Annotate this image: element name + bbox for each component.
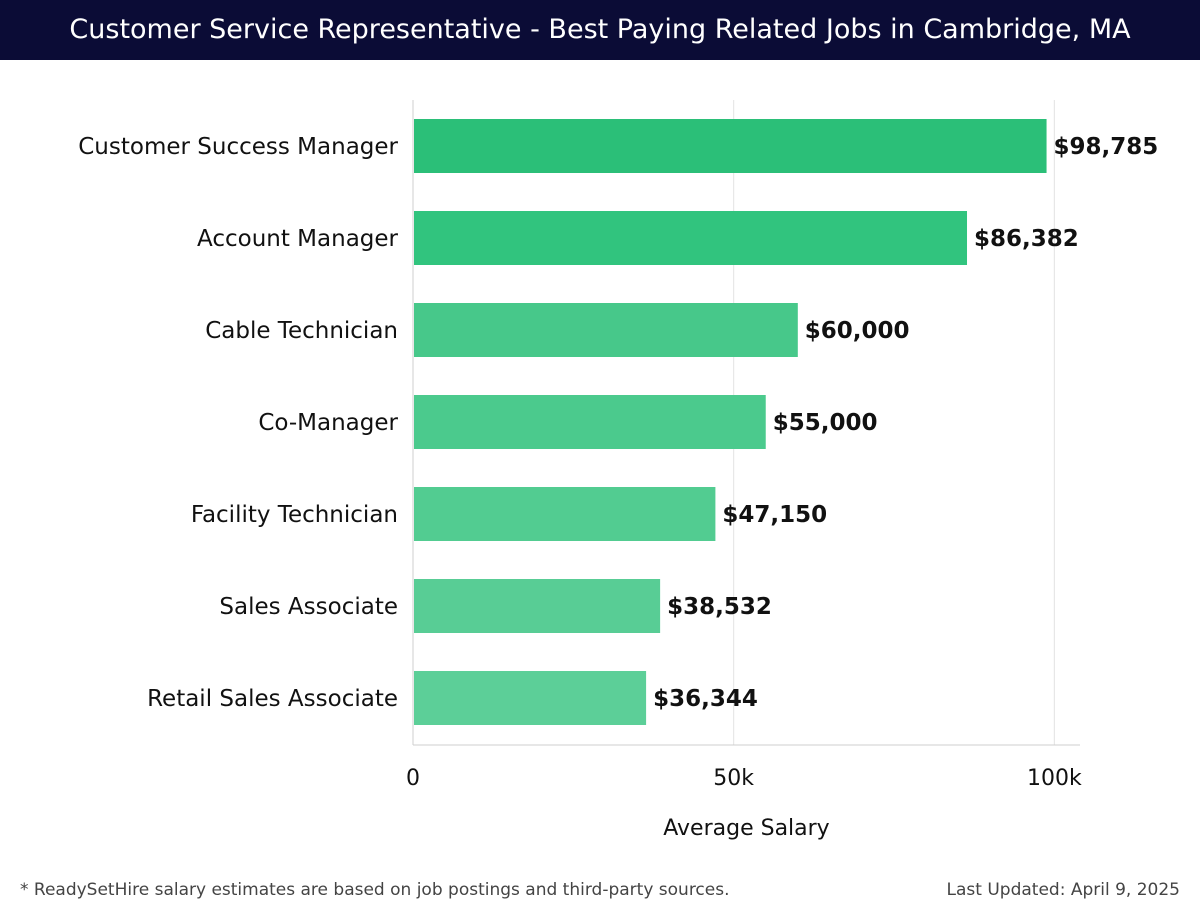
bar: [414, 119, 1047, 173]
category-label: Retail Sales Associate: [147, 686, 398, 712]
bar: [414, 487, 716, 541]
value-label: $86,382: [974, 226, 1079, 252]
x-axis-label: Average Salary: [663, 816, 829, 841]
value-label: $47,150: [722, 502, 827, 528]
footnote: * ReadySetHire salary estimates are base…: [20, 880, 730, 900]
last-updated: Last Updated: April 9, 2025: [946, 880, 1180, 900]
value-label: $38,532: [667, 594, 772, 620]
bar: [414, 395, 766, 449]
bar: [414, 579, 661, 633]
category-label: Co-Manager: [258, 410, 398, 436]
bar: [414, 303, 798, 357]
x-tick-label: 0: [406, 766, 420, 791]
x-tick-label: 100k: [1027, 766, 1082, 791]
bar: [414, 211, 968, 265]
value-label: $98,785: [1054, 134, 1159, 160]
bar: [414, 671, 647, 725]
category-label: Customer Success Manager: [78, 134, 398, 160]
value-label: $60,000: [805, 318, 910, 344]
value-label: $55,000: [773, 410, 878, 436]
salary-bar-chart: Customer Success Manager $98,785 Account M…: [78, 100, 1159, 841]
chart-title-banner: Customer Service Representative - Best P…: [0, 0, 1200, 60]
x-tick-label: 50k: [713, 766, 754, 791]
category-label: Cable Technician: [205, 318, 398, 344]
category-label: Sales Associate: [219, 594, 398, 620]
category-label: Account Manager: [197, 226, 399, 252]
category-label: Facility Technician: [191, 502, 398, 528]
value-label: $36,344: [653, 686, 758, 712]
